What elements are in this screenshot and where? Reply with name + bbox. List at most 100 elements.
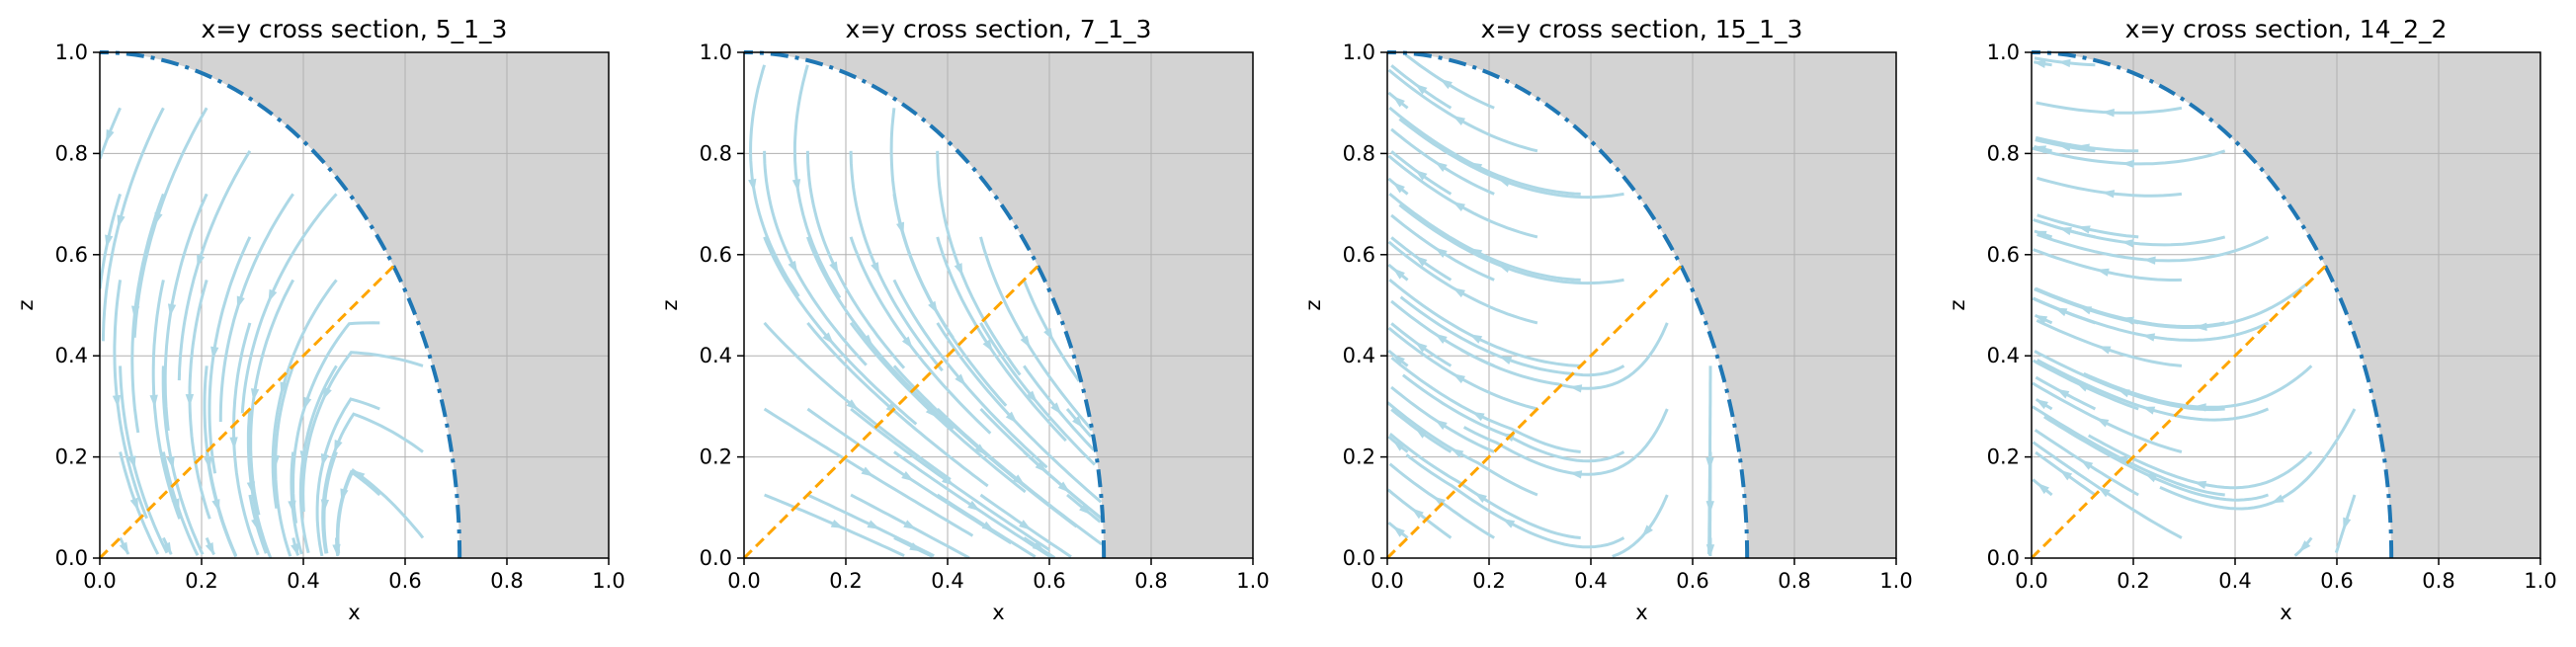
chart-title: x=y cross section, 14_2_2 [2125, 15, 2448, 43]
y-tick-label: 0.8 [1343, 141, 1375, 165]
streamline-arrow [1414, 427, 1428, 439]
y-tick-label: 0.6 [700, 243, 732, 267]
x-tick-label: 0.6 [1676, 569, 1708, 593]
streamline-arrow [1414, 255, 1428, 267]
streamline-arrow [982, 339, 994, 353]
streamline-arrow [2097, 486, 2111, 498]
streamline-arrow [1451, 447, 1464, 458]
x-tick-label: 0.8 [490, 569, 523, 593]
x-tick-label: 1.0 [592, 569, 624, 593]
streamline-arrow [954, 263, 963, 277]
streamline-arrow [895, 221, 905, 235]
streamline-arrow [154, 211, 163, 225]
streamline-arrow [291, 542, 299, 557]
streamline-arrow [885, 402, 898, 415]
streamline-arrow [846, 399, 860, 411]
x-tick-label: 0.8 [2422, 569, 2454, 593]
axes-frame [1386, 51, 1897, 559]
streamline-arrow [268, 288, 278, 302]
chart-title: x=y cross section, 15_1_3 [1481, 15, 1803, 43]
streamline-arrow [322, 386, 332, 400]
x-tick-label: 0.0 [1371, 569, 1403, 593]
streamline-arrow [2056, 388, 2070, 399]
y-tick-label: 0.6 [55, 243, 88, 267]
streamline-arrow [1392, 354, 1405, 365]
x-tick-label: 1.0 [2524, 569, 2556, 593]
streamline-arrow [1452, 287, 1466, 298]
y-tick-label: 0.0 [55, 546, 88, 570]
streamline-arrow [129, 497, 139, 511]
x-tick-label: 0.0 [2015, 569, 2047, 593]
y-tick-label: 1.0 [55, 40, 88, 64]
streamline-arrow [955, 373, 966, 386]
streamline-arrow [2343, 517, 2352, 530]
x-tick-label: 0.0 [727, 569, 760, 593]
streamline-arrow [822, 332, 834, 345]
x-tick-label: 1.0 [1236, 569, 1269, 593]
streamline-arrow [1013, 474, 1026, 486]
y-tick-label: 0.2 [55, 445, 88, 469]
streamline-arrow [791, 179, 801, 193]
streamline-arrow [903, 520, 917, 530]
streamline-arrow [2144, 473, 2158, 483]
streamline-arrow [1026, 390, 1038, 403]
y-axis-label: z [658, 299, 682, 310]
x-tick-label: 0.2 [185, 569, 217, 593]
y-tick-label: 0.2 [1987, 445, 2020, 469]
axes-frame [2031, 51, 2541, 559]
streamline-arrow [2098, 346, 2112, 355]
x-tick-label: 0.4 [287, 569, 319, 593]
streamline-arrow [320, 453, 329, 467]
streamline-arrow [1050, 402, 1062, 415]
x-tick-label: 0.4 [931, 569, 963, 593]
boundary-curve [743, 50, 1107, 559]
streamline-arrow [901, 470, 915, 482]
streamline-arrow [2096, 268, 2110, 277]
y-tick-label: 0.6 [1343, 243, 1375, 267]
streamline-arrow [303, 396, 312, 411]
streamline-arrow [1392, 182, 1405, 194]
chart-panel-1: 0.0 0.2 0.4 0.6 0.8 1.0 0.0 0.2 0.4 0.6 0.8 1.0 x=y … [14, 15, 625, 624]
streamline-arrow [1641, 525, 1653, 537]
streamline-arrow [862, 334, 873, 348]
x-tick-label: 0.6 [2320, 569, 2353, 593]
streamline-arrow [1497, 178, 1511, 188]
streamline-arrow [2036, 482, 2049, 495]
streamline-arrow [2271, 494, 2285, 504]
y-tick-label: 0.8 [1987, 141, 2020, 165]
streamline-arrow [2076, 143, 2090, 152]
streamline-arrow [2193, 480, 2207, 489]
streamline-arrow [1502, 518, 1516, 528]
streamline-arrow [2121, 159, 2134, 169]
streamline-arrow [119, 541, 129, 555]
axes-frame [99, 51, 610, 559]
x-tick-label: 0.0 [83, 569, 116, 593]
streamline-arrow [909, 542, 923, 552]
streamline-arrow [1705, 457, 1714, 470]
streamline-arrow [1434, 247, 1448, 258]
streamline-arrow [1043, 327, 1054, 342]
diagonal-line [1385, 265, 1683, 560]
streamline-arrow [1569, 470, 1583, 479]
streamline-arrow [925, 406, 938, 418]
y-tick-label: 0.8 [55, 141, 88, 165]
streamline-arrow [2080, 459, 2094, 470]
y-tick-label: 0.4 [1343, 344, 1375, 367]
chart-title: x=y cross section, 7_1_3 [846, 15, 1152, 43]
streamline-arrow [166, 455, 175, 470]
boundary-curve [1386, 50, 1750, 559]
streamline-arrow [185, 393, 195, 407]
streamline-arrow [1414, 169, 1428, 181]
y-axis-label: z [1301, 299, 1325, 310]
x-axis-label: x [992, 601, 1004, 624]
streamline-arrow [236, 295, 245, 309]
streamline-arrow [1019, 520, 1032, 530]
streamline-arrow [2141, 333, 2156, 342]
streamline-arrow [2059, 469, 2073, 481]
x-tick-label: 0.4 [2218, 569, 2251, 593]
chart-panel-3: 0.0 0.2 0.4 0.6 0.8 1.0 0.0 0.2 0.4 0.6 0.8 1.0 x=y … [1301, 15, 1913, 624]
streamline-arrow [2057, 58, 2071, 68]
streamline-arrow [1392, 268, 1405, 280]
streamline-arrow [2096, 418, 2110, 428]
